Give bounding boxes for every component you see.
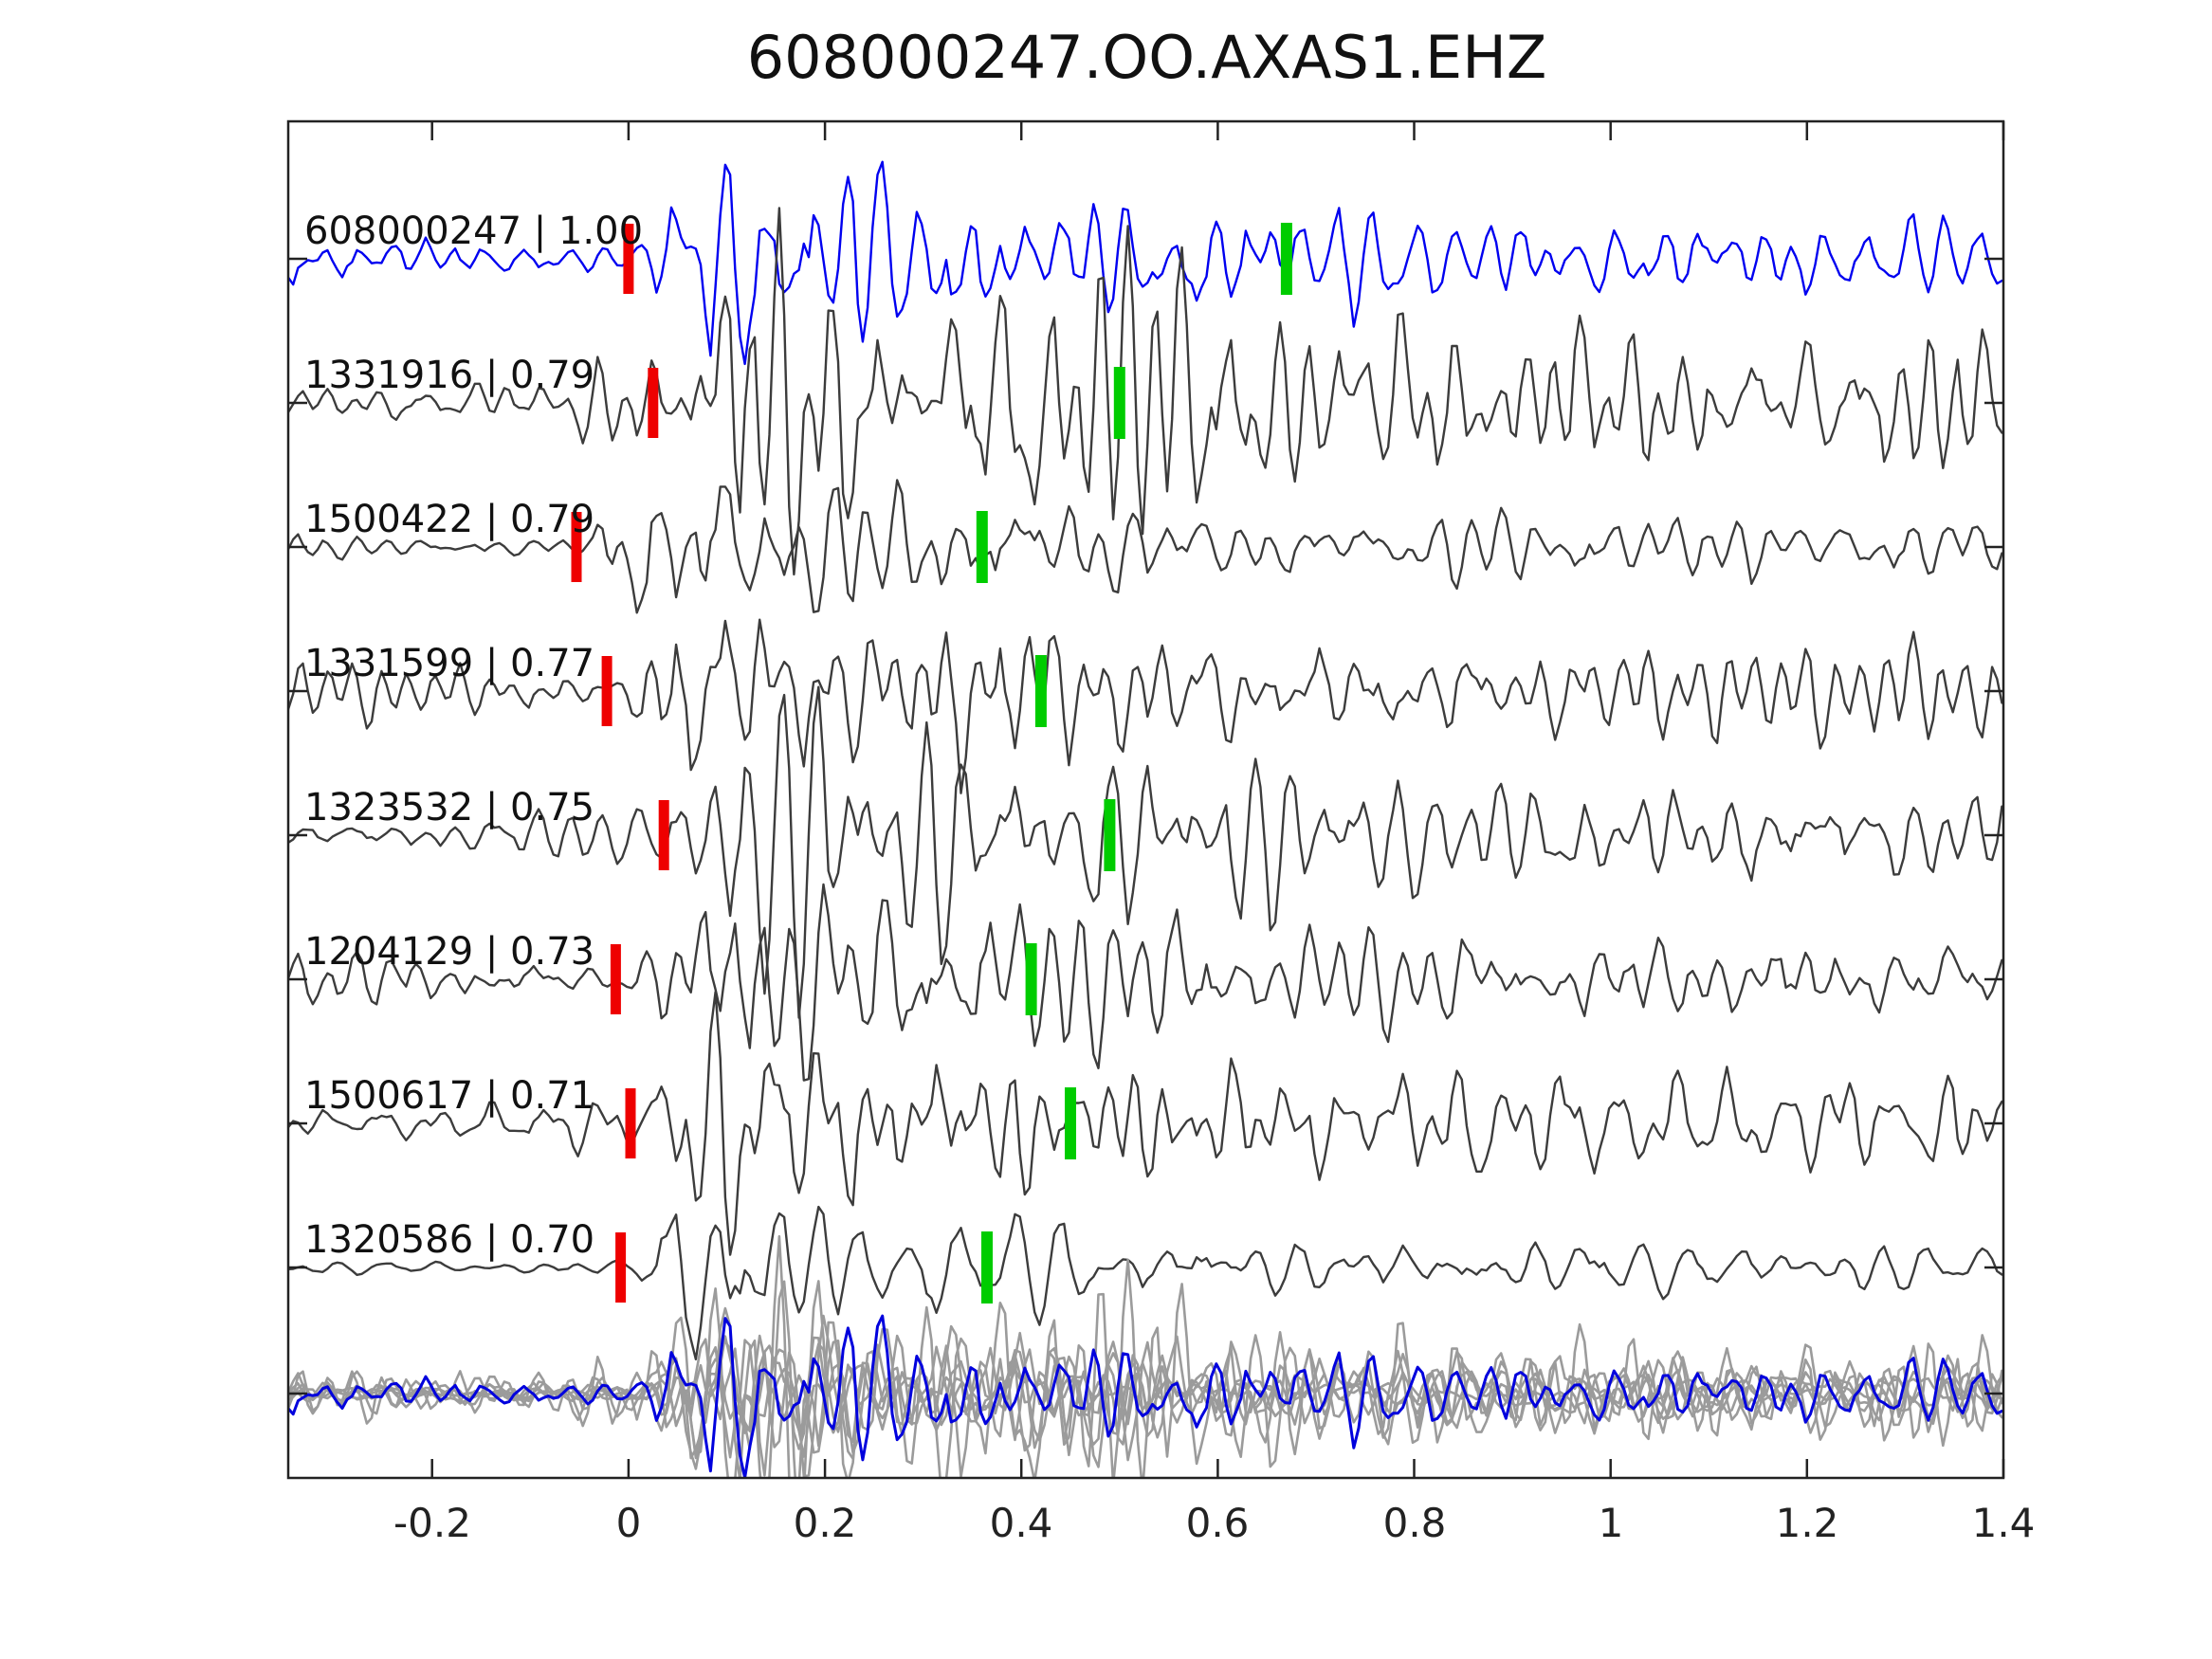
red-pick-marker-1323532: [658, 800, 669, 870]
trace-label-1500422: 1500422 | 0.79: [304, 498, 595, 541]
trace-label-1204129: 1204129 | 0.73: [304, 930, 595, 974]
x-tick-label: 0.8: [1382, 1500, 1447, 1546]
x-tick-label: 0.2: [793, 1500, 857, 1546]
waveform-trace-1204129: [288, 883, 2003, 1082]
overlay-trace-1323532: [288, 1280, 2003, 1478]
x-tick-label: 1: [1598, 1500, 1624, 1546]
red-pick-marker-1500422: [571, 512, 582, 582]
red-pick-marker-1204129: [610, 944, 621, 1014]
overlay-trace-1331916: [288, 1234, 2003, 1478]
green-pick-marker-1323532: [1104, 799, 1116, 871]
waveform-trace-1323532: [288, 685, 2003, 1019]
overlay-template-trace: [288, 1314, 2003, 1478]
trace-label-1331916: 1331916 | 0.79: [304, 354, 595, 397]
red-pick-marker-1500617: [625, 1088, 636, 1158]
green-pick-marker-1331599: [1034, 655, 1047, 727]
trace-label-1323532: 1323532 | 0.75: [304, 786, 595, 830]
waveform-trace-1500617: [288, 991, 2003, 1256]
x-tick-label: 0.6: [1185, 1500, 1250, 1546]
axes: [286, 119, 2005, 1480]
green-pick-marker-1320586: [981, 1231, 993, 1304]
green-pick-marker-608000247: [1280, 223, 1292, 295]
green-pick-marker-1204129: [1025, 943, 1037, 1015]
trace-label-1500617: 1500617 | 0.71: [304, 1074, 595, 1118]
trace-label-1331599: 1331599 | 0.77: [304, 642, 595, 685]
waveform-trace-1331916: [288, 207, 2003, 576]
red-pick-marker-1320586: [615, 1232, 627, 1303]
red-pick-marker-608000247: [623, 224, 634, 294]
red-pick-marker-1331599: [601, 656, 612, 726]
waveform-trace-1320586: [288, 1205, 2003, 1361]
x-tick-label: -0.2: [393, 1500, 471, 1546]
x-tick-label: 0: [615, 1500, 642, 1546]
plot-box: [286, 119, 2005, 1480]
red-pick-marker-1331916: [648, 368, 659, 438]
green-pick-marker-1331916: [1113, 367, 1125, 439]
waveform-trace-1331599: [288, 618, 2003, 794]
waveform-trace-608000247: [288, 160, 2003, 366]
plot-title: 608000247.OO.AXAS1.EHZ: [746, 23, 1547, 92]
green-pick-marker-1500422: [976, 511, 988, 583]
x-tick-label: 1.4: [1971, 1500, 2036, 1546]
trace-label-1320586: 1320586 | 0.70: [304, 1218, 595, 1262]
x-tick-label: 0.4: [989, 1500, 1053, 1546]
green-pick-marker-1500617: [1065, 1087, 1076, 1159]
trace-label-608000247: 608000247 | 1.00: [304, 210, 644, 253]
x-tick-label: 1.2: [1775, 1500, 1839, 1546]
